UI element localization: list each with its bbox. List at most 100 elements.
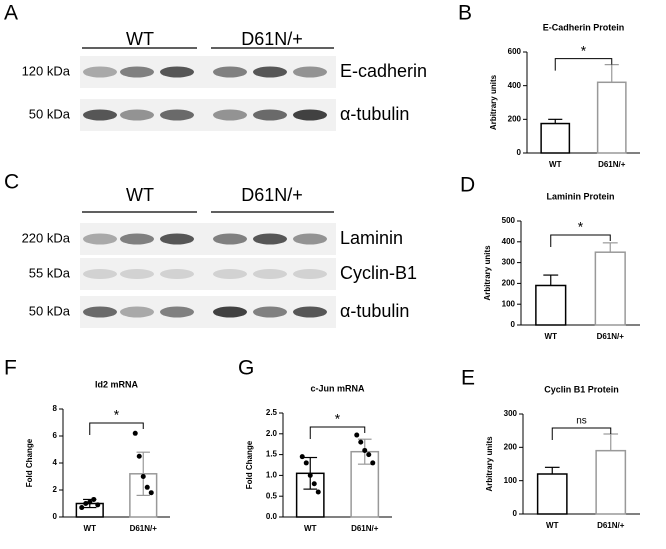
bar [535,284,567,326]
data-point [370,460,376,466]
bar [540,122,571,154]
y-tick-label: 0 [513,509,518,518]
band [213,109,247,121]
data-point [354,432,360,438]
band [253,306,287,318]
y-axis-label: Arbitrary units [483,245,492,301]
protein-label: α-tubulin [340,104,409,124]
chart-title: c-Jun mRNA [310,383,365,393]
band [293,66,327,78]
band [83,306,117,318]
significance-label: * [581,42,587,58]
panel-letter: A [4,2,18,25]
y-tick-label: 0 [53,512,58,521]
significance-bracket [309,426,366,439]
significance-bracket [554,58,613,71]
y-tick-label: 2.0 [266,429,278,438]
protein-label: Laminin [340,228,403,248]
y-tick-label: 300 [502,258,516,267]
panel-letter: F [4,357,17,380]
data-point [307,472,313,478]
x-tick-label: D61N/+ [598,160,626,169]
band [253,109,287,121]
x-tick-label: D61N/+ [597,332,625,341]
band [83,66,117,78]
data-point [132,430,138,436]
y-tick-label: 1.5 [266,450,278,459]
blot-strip [80,258,336,290]
size-label: 220 kDa [22,230,71,245]
data-point [144,484,150,490]
group-label: WT [126,185,154,205]
y-tick-label: 2.5 [266,408,278,417]
band [160,109,194,121]
y-tick-label: 100 [504,476,518,485]
y-tick-label: 200 [504,442,518,451]
band [120,269,154,279]
y-tick-label: 600 [508,47,522,56]
y-tick-label: 1.0 [266,471,278,480]
y-tick-label: 400 [508,81,522,90]
y-tick-label: 2 [53,485,58,494]
panel-letter: B [458,2,472,25]
protein-label: α-tubulin [340,301,409,321]
data-point [79,505,85,511]
band [213,66,247,78]
band [253,233,287,245]
band [83,109,117,121]
data-point [299,454,305,460]
data-point [140,474,146,479]
x-tick-label: D61N/+ [351,524,379,533]
data-point [362,447,368,453]
x-tick-label: D61N/+ [130,524,158,533]
significance-bracket [89,422,144,435]
data-point [95,502,101,508]
y-tick-label: 4 [53,458,58,467]
group-label: D61N/+ [241,185,303,205]
panel-letter: D [460,174,475,197]
size-label: 50 kDa [29,303,71,318]
y-axis-label: Fold Change [245,440,254,489]
group-label: D61N/+ [241,29,303,49]
bar [595,449,627,515]
chart-title: Cyclin B1 Protein [544,384,619,394]
data-point [136,453,142,459]
band [120,109,154,121]
data-point [87,499,93,505]
band [120,306,154,318]
y-tick-label: 200 [502,279,516,288]
significance-bracket [551,427,612,440]
group-label: WT [126,29,154,49]
band [83,233,117,245]
band [213,306,247,318]
y-tick-label: 0 [517,148,522,157]
bar [596,81,627,154]
band [160,269,194,279]
band [120,66,154,78]
band [253,66,287,78]
bar [536,473,568,515]
x-tick-label: D61N/+ [597,521,625,530]
y-tick-label: 0 [511,320,516,329]
chart-title: Laminin Protein [546,191,614,201]
band [293,306,327,318]
band [83,269,117,279]
band [213,233,247,245]
data-point [91,496,97,502]
y-tick-label: 8 [53,404,58,413]
size-label: 120 kDa [22,63,71,78]
y-axis-label: Fold Change [25,438,34,487]
band [293,233,327,245]
y-tick-label: 0.5 [266,491,278,500]
x-tick-label: WT [304,524,317,533]
data-point [315,489,321,495]
data-point [366,452,372,458]
significance-label: ns [576,416,587,427]
x-tick-label: WT [549,160,562,169]
data-point [83,501,89,506]
x-tick-label: WT [545,332,558,341]
panel-letter: E [461,367,475,390]
significance-label: * [114,407,120,423]
band [160,233,194,245]
